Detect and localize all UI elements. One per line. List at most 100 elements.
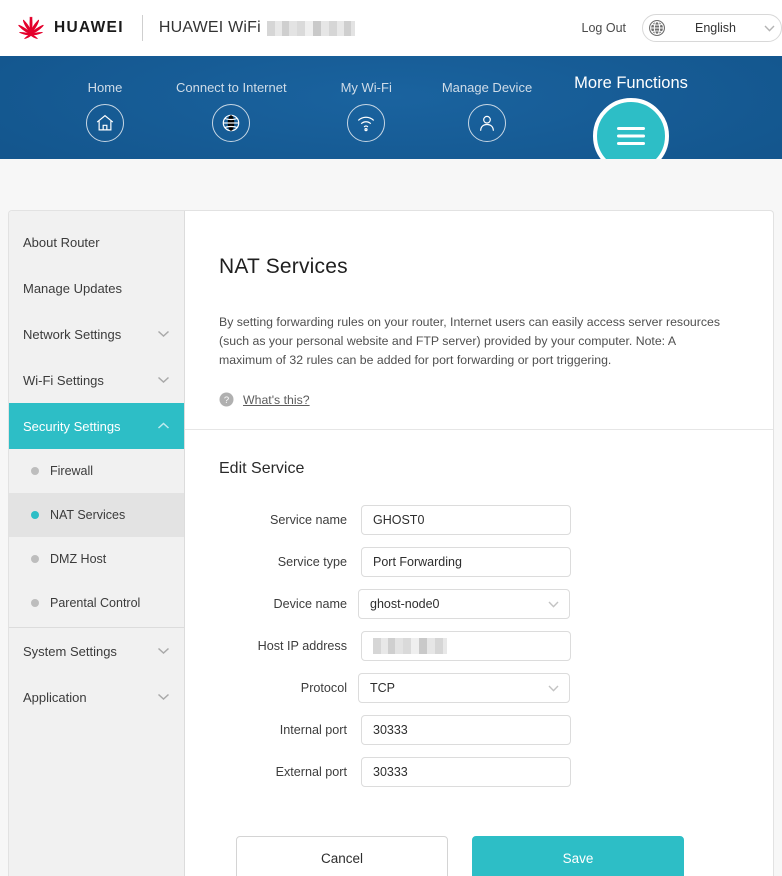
internal-port-value: 30333 xyxy=(373,722,408,737)
nav-item-home[interactable]: Home xyxy=(86,56,124,142)
service-type-value: Port Forwarding xyxy=(373,554,462,569)
field-row-external-port: External port 30333 xyxy=(219,757,733,787)
header-right-group: Log Out English xyxy=(582,14,782,42)
nav-label-connect-to-internet: Connect to Internet xyxy=(176,80,287,95)
nav-label-my-wifi: My Wi-Fi xyxy=(340,80,392,95)
language-value: English xyxy=(695,21,736,35)
chevron-up-icon xyxy=(157,422,170,429)
whats-this-link[interactable]: ? What's this? xyxy=(219,392,733,407)
service-type-input[interactable]: Port Forwarding xyxy=(361,547,571,577)
device-title: HUAWEI WiFi xyxy=(159,19,355,37)
sidebar-item-wifi-settings[interactable]: Wi-Fi Settings xyxy=(9,357,184,403)
service-name-input[interactable]: GHOST0 xyxy=(361,505,571,535)
chevron-down-icon xyxy=(548,685,559,692)
brand-area: HUAWEI xyxy=(14,15,124,41)
nav-circle-home xyxy=(86,104,124,142)
host-ip-address-input[interactable] xyxy=(361,631,571,661)
home-icon xyxy=(96,114,114,131)
bullet-dot-icon xyxy=(31,467,39,475)
main-content: NAT Services By setting forwarding rules… xyxy=(185,211,773,876)
chevron-down-icon xyxy=(157,330,170,338)
whats-this-label: What's this? xyxy=(243,392,310,407)
sidebar-label-manage-updates: Manage Updates xyxy=(23,280,123,296)
chevron-down-icon xyxy=(548,601,559,608)
sidebar-item-application[interactable]: Application xyxy=(9,674,184,720)
page-description: By setting forwarding rules on your rout… xyxy=(219,315,720,367)
nav-item-my-wifi[interactable]: My Wi-Fi xyxy=(341,56,392,142)
sidebar-item-security-settings[interactable]: Security Settings xyxy=(9,403,184,449)
page-body: About Router Manage Updates Network Sett… xyxy=(0,159,782,876)
main-navigation-bar: Home Connect to Internet xyxy=(0,56,782,174)
sidebar-item-firewall[interactable]: Firewall xyxy=(9,449,184,493)
nav-circle-manage-device xyxy=(468,104,506,142)
sidebar-item-network-settings[interactable]: Network Settings xyxy=(9,311,184,357)
field-label-service-type: Service type xyxy=(277,555,347,569)
cancel-button[interactable]: Cancel xyxy=(236,836,448,876)
nav-label-home: Home xyxy=(87,80,123,95)
sidebar-item-nat-services[interactable]: NAT Services xyxy=(9,493,184,537)
bullet-dot-icon xyxy=(31,599,39,607)
content-divider xyxy=(185,429,773,430)
logout-button[interactable]: Log Out xyxy=(581,21,626,35)
sidebar-item-manage-updates[interactable]: Manage Updates xyxy=(9,265,184,311)
internal-port-input[interactable]: 30333 xyxy=(361,715,571,745)
protocol-value: TCP xyxy=(370,680,395,695)
chevron-down-icon xyxy=(157,376,170,384)
sidebar-label-parental-control: Parental Control xyxy=(50,596,141,610)
bullet-dot-icon xyxy=(31,555,39,563)
field-row-internal-port: Internal port 30333 xyxy=(219,715,733,745)
sidebar-item-system-settings[interactable]: System Settings xyxy=(9,628,184,674)
nav-label-manage-device: Manage Device xyxy=(441,80,533,95)
question-mark-icon: ? xyxy=(219,392,234,407)
sidebar-label-nat-services: NAT Services xyxy=(50,508,126,522)
device-title-text: HUAWEI WiFi xyxy=(158,19,261,36)
bullet-dot-icon xyxy=(31,511,39,519)
external-port-value: 30333 xyxy=(373,764,408,779)
nav-item-manage-device[interactable]: Manage Device xyxy=(442,56,532,142)
globe-icon xyxy=(649,20,665,36)
device-name-redacted xyxy=(266,20,355,36)
service-name-value: GHOST0 xyxy=(373,512,425,527)
sidebar-item-dmz-host[interactable]: DMZ Host xyxy=(9,537,184,581)
nav-circle-connect-to-internet xyxy=(212,104,251,142)
page-title: NAT Services xyxy=(219,255,348,278)
wifi-icon xyxy=(358,116,375,132)
field-row-service-name: Service name GHOST0 xyxy=(219,505,733,535)
sidebar-label-dmz-host: DMZ Host xyxy=(50,552,107,566)
nav-item-connect-to-internet[interactable]: Connect to Internet xyxy=(176,56,287,142)
sidebar-label-wifi-settings: Wi-Fi Settings xyxy=(23,372,104,388)
field-row-protocol: Protocol TCP xyxy=(219,673,733,703)
sidebar-separator xyxy=(9,627,184,628)
chevron-down-icon xyxy=(157,693,170,701)
top-header: HUAWEI HUAWEI WiFi Log Out English xyxy=(0,0,782,56)
field-label-service-name: Service name xyxy=(270,513,347,527)
field-row-host-ip-address: Host IP address xyxy=(219,631,733,661)
field-label-device-name: Device name xyxy=(273,597,348,611)
hamburger-menu-icon xyxy=(617,127,646,145)
content-card: About Router Manage Updates Network Sett… xyxy=(8,210,774,876)
sidebar-label-application: Application xyxy=(23,689,87,705)
sidebar-label-firewall: Firewall xyxy=(50,464,94,478)
nav-item-more-functions[interactable]: More Functions xyxy=(574,56,688,174)
language-select[interactable]: English xyxy=(642,14,782,42)
field-label-protocol: Protocol xyxy=(300,681,347,695)
sidebar-item-about-router[interactable]: About Router xyxy=(9,219,184,265)
device-name-select[interactable]: ghost-node0 xyxy=(358,589,570,619)
nav-label-more-functions: More Functions xyxy=(574,74,688,92)
huawei-logo-icon xyxy=(18,16,44,40)
chevron-down-icon xyxy=(157,647,170,655)
sidebar-label-system-settings: System Settings xyxy=(23,643,117,659)
sidebar: About Router Manage Updates Network Sett… xyxy=(9,211,185,876)
header-divider xyxy=(141,15,143,41)
sidebar-item-parental-control[interactable]: Parental Control xyxy=(9,581,184,625)
external-port-input[interactable]: 30333 xyxy=(361,757,571,787)
save-button[interactable]: Save xyxy=(472,836,684,876)
protocol-select[interactable]: TCP xyxy=(358,673,570,703)
chevron-down-icon xyxy=(764,25,775,32)
field-label-host-ip-address: Host IP address xyxy=(257,639,347,653)
field-label-internal-port: Internal port xyxy=(279,723,347,737)
field-row-device-name: Device name ghost-node0 xyxy=(219,589,733,619)
user-icon xyxy=(479,115,495,131)
field-label-external-port: External port xyxy=(275,765,347,779)
section-title-edit-service: Edit Service xyxy=(219,460,305,477)
